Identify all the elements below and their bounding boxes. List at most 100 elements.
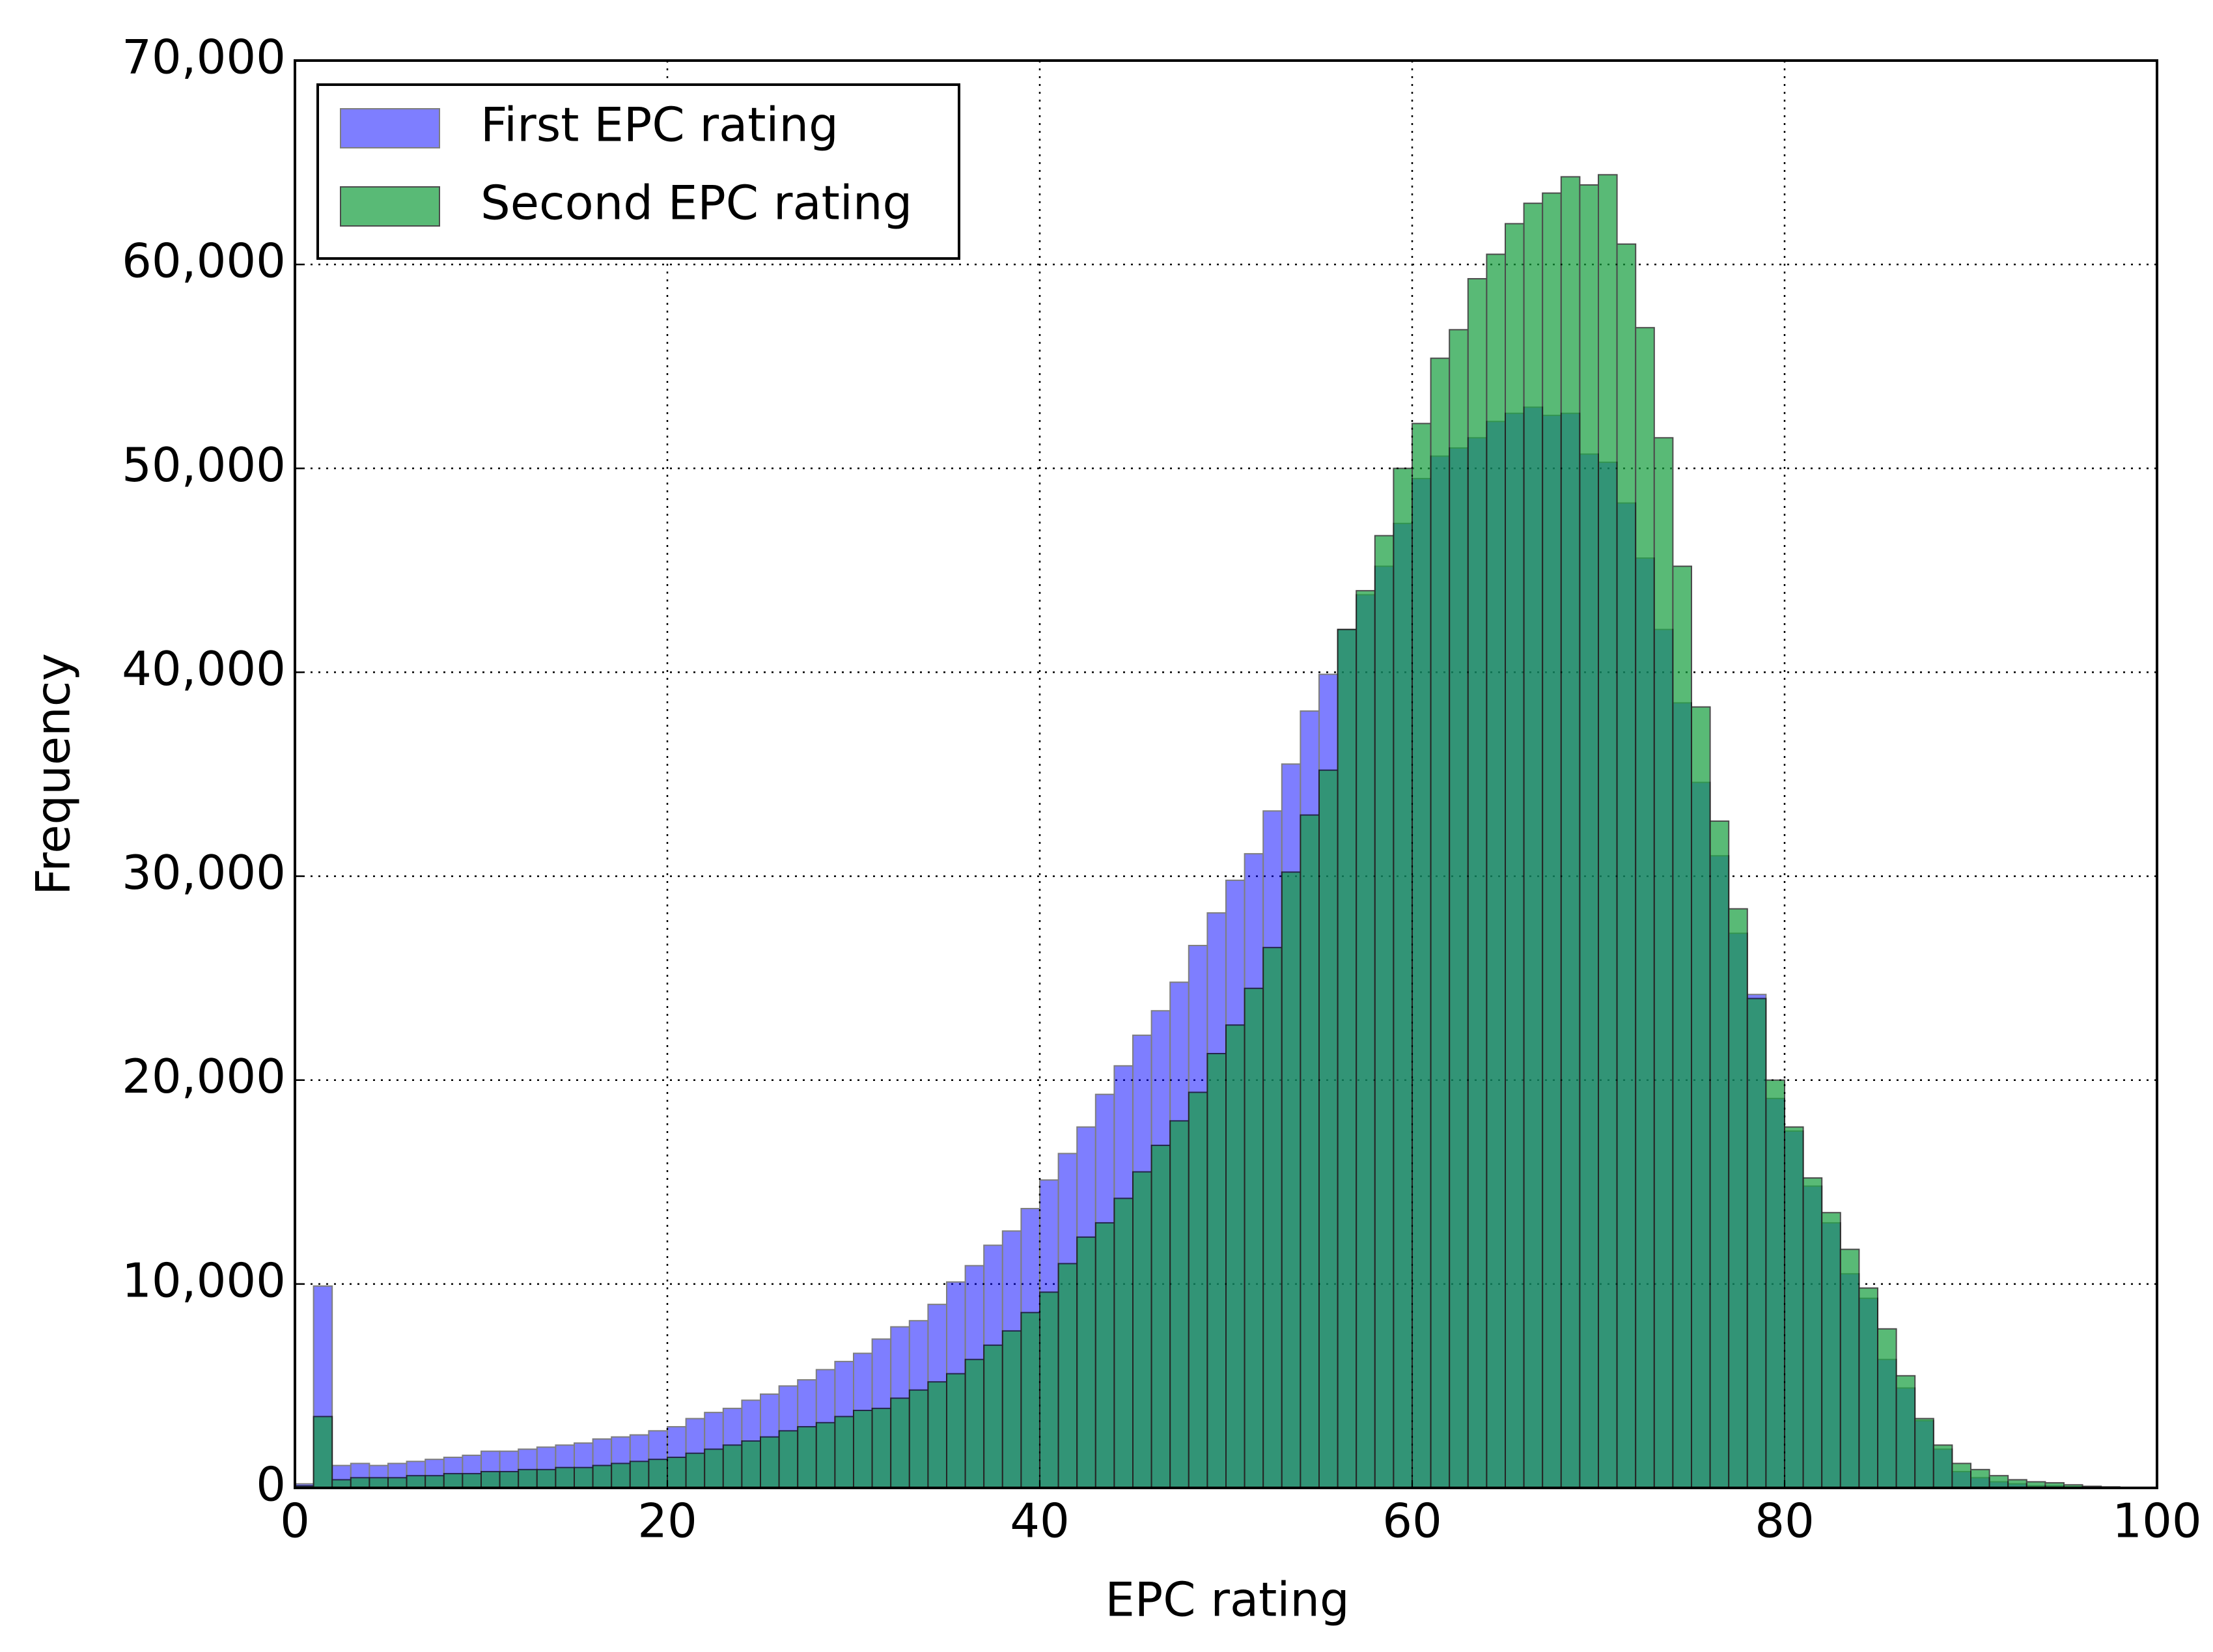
bar xyxy=(871,1407,892,1489)
bar xyxy=(480,1470,501,1489)
bar xyxy=(1579,184,1599,1489)
bar xyxy=(1784,1126,1804,1489)
bar xyxy=(667,1457,687,1489)
bar xyxy=(964,1358,985,1489)
y-tick-label: 30,000 xyxy=(122,845,286,900)
bar xyxy=(1467,278,1488,1489)
bar xyxy=(1039,1291,1059,1489)
y-tick-label: 60,000 xyxy=(122,234,286,288)
bar xyxy=(462,1473,482,1489)
bar xyxy=(1839,1248,1860,1489)
x-tick-label: 100 xyxy=(2112,1494,2201,1548)
x-tick-label: 20 xyxy=(637,1494,697,1548)
bar xyxy=(369,1477,389,1489)
bar xyxy=(648,1459,669,1489)
bar xyxy=(611,1463,631,1489)
bar xyxy=(1356,590,1376,1489)
bar xyxy=(1150,1144,1171,1489)
bar xyxy=(350,1477,370,1489)
bar xyxy=(1653,437,1674,1489)
bar xyxy=(1486,253,1506,1489)
y-tick-label: 50,000 xyxy=(122,438,286,492)
bar xyxy=(685,1452,706,1489)
bar xyxy=(1206,1053,1227,1489)
bar xyxy=(1001,1330,1022,1489)
bar xyxy=(1858,1287,1878,1489)
bar xyxy=(1076,1236,1096,1489)
bar xyxy=(1691,706,1711,1489)
bar xyxy=(1523,203,1544,1489)
bar xyxy=(778,1430,799,1489)
bar xyxy=(387,1477,408,1489)
x-tick-label: 40 xyxy=(1010,1494,1070,1548)
bar xyxy=(834,1416,855,1489)
plot-frame xyxy=(294,59,2158,1489)
bar xyxy=(1560,176,1581,1489)
bar xyxy=(1895,1375,1916,1489)
bar xyxy=(574,1466,594,1489)
bar xyxy=(1225,1024,1246,1489)
bar xyxy=(1932,1444,1953,1489)
bar xyxy=(425,1475,445,1489)
bar xyxy=(741,1440,762,1489)
bar xyxy=(313,1416,333,1489)
bar xyxy=(1132,1171,1152,1489)
bar xyxy=(1449,329,1469,1489)
bar xyxy=(927,1381,948,1489)
bar xyxy=(1877,1328,1897,1489)
bar xyxy=(629,1461,650,1489)
bar xyxy=(1430,357,1451,1489)
y-tick-label: 40,000 xyxy=(122,641,286,696)
bar xyxy=(1802,1177,1823,1489)
bar xyxy=(1337,628,1357,1489)
bar xyxy=(1300,814,1320,1489)
bar xyxy=(1505,223,1525,1489)
x-tick-label: 0 xyxy=(280,1494,310,1548)
bar xyxy=(1672,565,1692,1489)
bar xyxy=(518,1468,538,1489)
bar xyxy=(1318,769,1339,1489)
bar xyxy=(1728,908,1748,1489)
bar xyxy=(1281,871,1301,1489)
legend-label: Second EPC rating xyxy=(480,176,912,231)
bar xyxy=(908,1389,929,1489)
bar xyxy=(704,1448,724,1489)
bar xyxy=(890,1397,910,1489)
bar xyxy=(797,1426,817,1489)
bar xyxy=(499,1470,520,1489)
bar xyxy=(1988,1475,2009,1489)
bar xyxy=(1262,947,1283,1489)
bar xyxy=(1393,468,1413,1489)
bar xyxy=(983,1344,1003,1489)
legend-label: First EPC rating xyxy=(480,98,839,152)
y-tick-label: 0 xyxy=(256,1457,286,1512)
y-tick-label: 70,000 xyxy=(122,30,286,85)
bar xyxy=(722,1444,743,1489)
x-axis-label: EPC rating xyxy=(1105,1573,1349,1627)
bar xyxy=(1709,820,1730,1489)
bar xyxy=(1542,192,1562,1489)
bar xyxy=(1616,243,1637,1489)
x-tick-label: 60 xyxy=(1382,1494,1442,1548)
bar xyxy=(1598,174,1618,1489)
bar xyxy=(1244,987,1264,1489)
bar xyxy=(1765,1079,1785,1489)
bar xyxy=(1821,1212,1841,1489)
bar xyxy=(1914,1418,1934,1489)
bar xyxy=(1020,1311,1041,1489)
bar xyxy=(1970,1468,1990,1489)
bar xyxy=(555,1466,576,1489)
bar xyxy=(592,1464,613,1489)
y-tick-label: 20,000 xyxy=(122,1049,286,1104)
series xyxy=(294,174,2158,1489)
bar xyxy=(1113,1197,1134,1489)
y-tick-label: 10,000 xyxy=(122,1253,286,1308)
bar xyxy=(760,1436,780,1489)
bar xyxy=(1412,423,1432,1489)
bar xyxy=(1094,1222,1115,1489)
bar xyxy=(1746,998,1767,1489)
bar xyxy=(443,1473,464,1489)
bar xyxy=(1169,1120,1190,1489)
